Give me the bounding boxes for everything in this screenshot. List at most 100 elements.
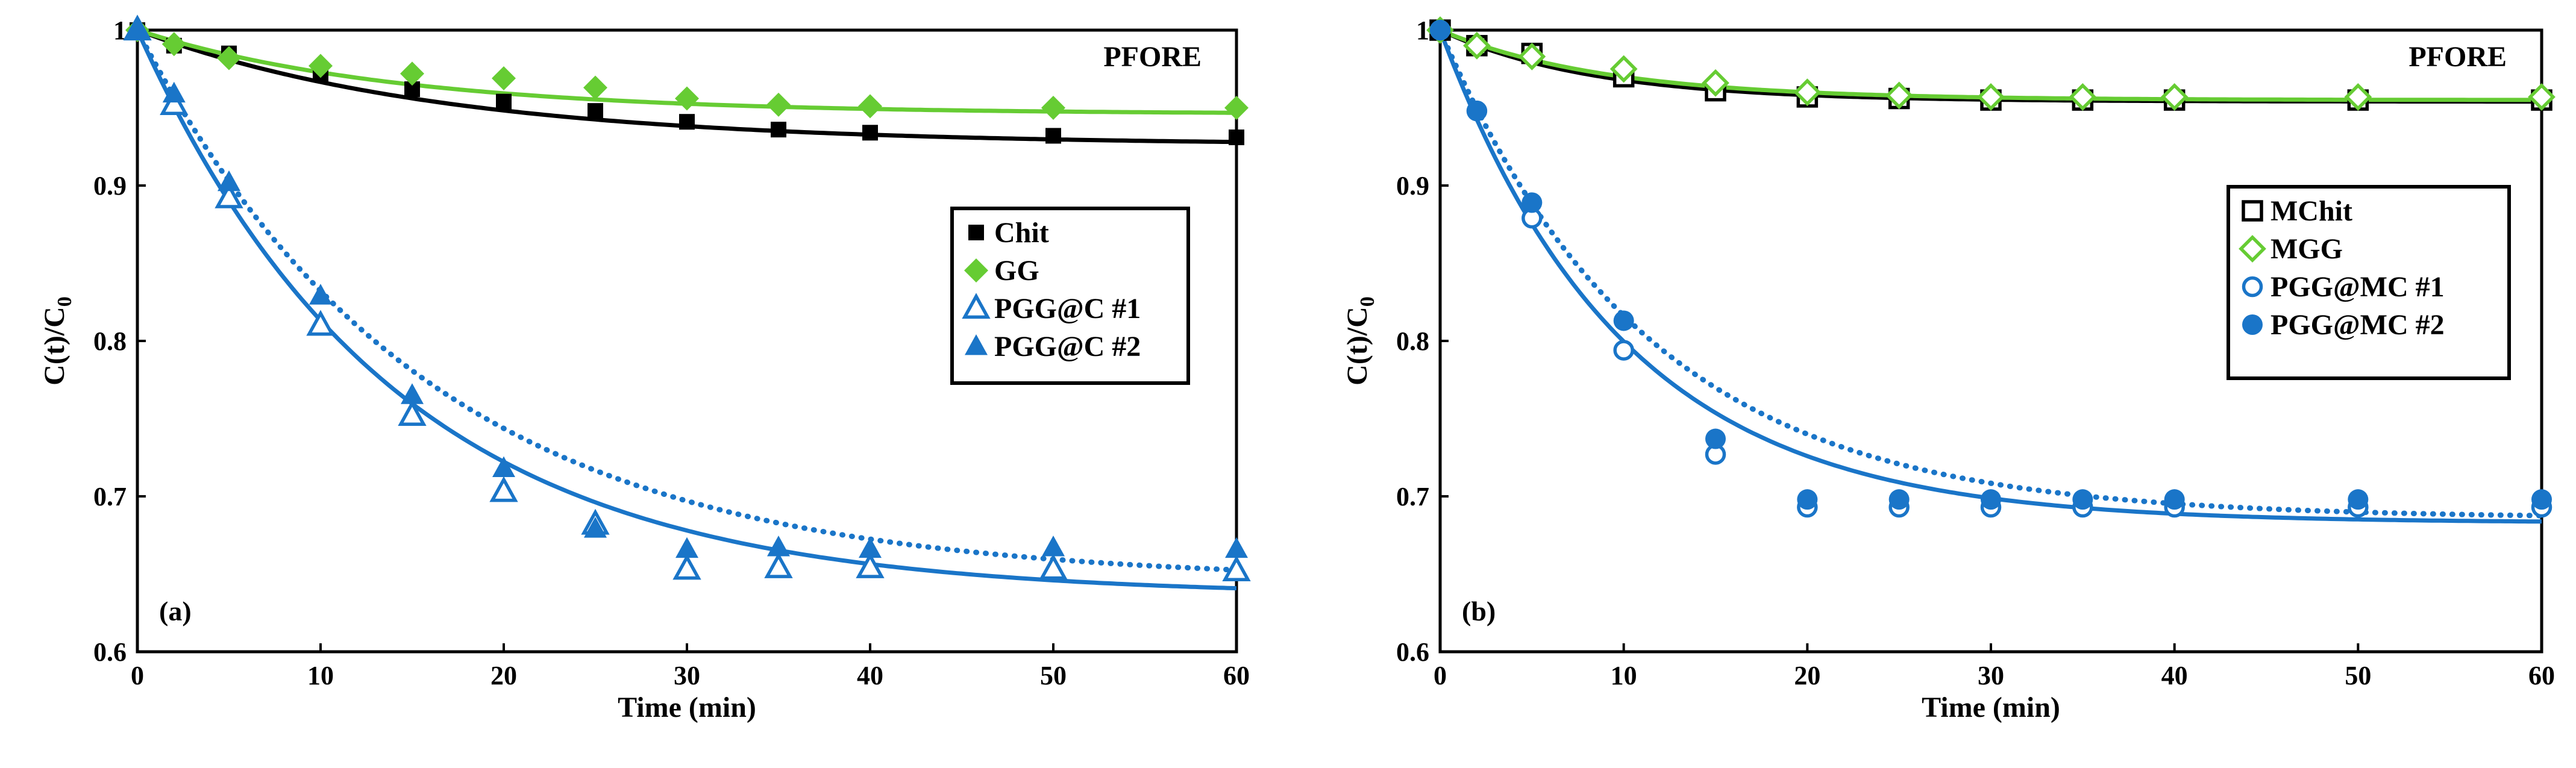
data-point-mgg-10 (2344, 83, 2372, 111)
data-point-pgg-mc-2-2 (1521, 192, 1543, 213)
data-point-pgg-c-1-5 (489, 476, 518, 502)
y-tick-label-3: 0.9 (1396, 171, 1429, 201)
data-point-gg-1 (161, 32, 186, 57)
data-point-pgg-mc-2-9 (2164, 489, 2185, 510)
x-tick-label-10: 10 (307, 661, 334, 690)
data-point-mgg-9 (2160, 83, 2189, 111)
legend-marker-gg (964, 258, 988, 283)
data-point-gg-4 (400, 61, 424, 86)
y-tick-label-4: 1 (113, 16, 127, 45)
data-point-mgg-8 (2069, 83, 2097, 111)
x-axis-title: Time (min) (618, 692, 756, 723)
x-tick-label-30: 30 (1978, 661, 2004, 690)
data-point-chit-10 (1045, 128, 1061, 144)
chart-panel-a: 0 10 20 30 40 50 60 0.6 0.7 0.8 0.9 1 Time (min) C(t)… (39, 14, 1251, 723)
y-tick-label-0: 0.6 (93, 637, 127, 667)
data-point-mgg-7 (1977, 83, 2005, 111)
legend-marker-mchit (2242, 200, 2263, 222)
legend-label-pgg-mc-2: PGG@MC #2 (2270, 309, 2445, 341)
x-tick-label-0: 0 (131, 661, 144, 690)
x-tick-label-40: 40 (2161, 661, 2188, 690)
legend-label-mchit: MChit (2270, 195, 2352, 227)
y-axis-title-main: C(t)/C (1341, 307, 1373, 386)
y-tick-label-1: 0.7 (93, 482, 127, 511)
x-tick-label-30: 30 (674, 661, 700, 690)
data-point-pgg-mc-2-11 (2531, 489, 2552, 510)
data-point-chit-9 (862, 125, 878, 141)
data-point-chit-7 (679, 114, 695, 130)
data-point-pgg-c-2-6 (584, 517, 607, 538)
y-tick-label-2: 0.8 (93, 326, 127, 356)
y-axis-title: C(t)/C0 (1341, 296, 1379, 386)
x-tick-label-0: 0 (1434, 661, 1447, 690)
data-point-pgg-c-2-5 (492, 456, 515, 477)
chart-title: PFORE (1103, 41, 1202, 73)
y-tick-label-3: 0.9 (93, 171, 127, 201)
series-pgg-c-2 (126, 18, 1248, 558)
legend-label-chit: Chit (994, 217, 1049, 249)
legend-label-pgg-c-2: PGG@C #2 (994, 331, 1141, 363)
x-tick-label-50: 50 (1040, 661, 1067, 690)
data-point-mgg-6 (1885, 81, 1913, 110)
data-point-gg-10 (1041, 96, 1065, 120)
data-point-pgg-c-2-4 (401, 383, 424, 404)
x-tick-label-60: 60 (2528, 661, 2555, 690)
legend-label-pgg-c-1: PGG@C #1 (994, 293, 1141, 325)
data-point-chit-6 (588, 103, 603, 119)
data-point-pgg-mc-1-3 (1613, 340, 1634, 361)
series-pgg-mc-2 (1430, 20, 2552, 510)
legend-label-mgg: MGG (2270, 233, 2343, 265)
legend-marker-mgg (2239, 235, 2266, 263)
data-point-chit-11 (1229, 130, 1244, 146)
data-point-chit-5 (496, 93, 512, 110)
data-point-pgg-c-2-11 (1225, 537, 1248, 558)
y-tick-label-1: 0.7 (1396, 482, 1429, 511)
data-point-pgg-c-1-4 (398, 400, 427, 426)
data-point-gg-6 (583, 75, 607, 100)
data-point-mgg-1 (1463, 31, 1491, 60)
x-axis-title: Time (min) (1922, 692, 2060, 723)
data-point-gg-8 (766, 92, 791, 117)
data-point-pgg-mc-2-10 (2348, 489, 2369, 510)
data-point-pgg-c-2-1 (162, 81, 186, 103)
data-point-mgg-2 (1518, 42, 1546, 70)
legend-box (2227, 185, 2511, 380)
chart-title: PFORE (2408, 41, 2507, 73)
legend-marker-pgg-mc-2 (2242, 314, 2263, 335)
data-point-pgg-c-2-10 (1042, 535, 1065, 557)
x-tick-label-20: 20 (490, 661, 517, 690)
data-point-mgg-3 (1609, 55, 1638, 83)
data-point-gg-9 (858, 94, 882, 119)
data-point-pgg-mc-2-5 (1797, 489, 1818, 510)
data-point-pgg-c-2-3 (309, 284, 332, 305)
data-point-pgg-c-1-8 (764, 552, 793, 578)
data-point-pgg-c-1-9 (856, 552, 885, 578)
y-axis-title-subscript: 0 (54, 296, 76, 307)
data-point-pgg-c-2-8 (767, 535, 790, 557)
data-point-pgg-mc-2-4 (1705, 428, 1726, 449)
y-tick-label-0: 0.6 (1396, 637, 1429, 667)
data-point-pgg-mc-2-7 (1981, 489, 2001, 510)
chart-panel-b: 0 10 20 30 40 50 60 0.6 0.7 0.8 0.9 1 Time (min) C(t)… (1341, 16, 2556, 723)
y-axis-title-subscript: 0 (1356, 296, 1379, 307)
legend-box (950, 207, 1190, 385)
x-tick-label-60: 60 (1223, 661, 1250, 690)
data-point-pgg-mc-2-0 (1430, 20, 1450, 40)
data-point-pgg-c-1-2 (215, 182, 243, 208)
data-point-pgg-mc-2-8 (2072, 489, 2093, 510)
y-tick-label-2: 0.8 (1396, 326, 1429, 356)
data-point-pgg-c-1-1 (160, 89, 189, 115)
data-point-pgg-c-2-2 (218, 170, 240, 192)
legend-label-pgg-mc-1: PGG@MC #1 (2270, 271, 2445, 303)
data-point-chit-8 (771, 122, 786, 138)
data-point-mgg-5 (1793, 78, 1822, 107)
legend-label-gg: GG (994, 255, 1039, 287)
data-point-pgg-c-1-7 (672, 554, 701, 580)
x-tick-label-10: 10 (1611, 661, 1637, 690)
x-tick-label-20: 20 (1794, 661, 1820, 690)
x-tick-label-40: 40 (857, 661, 883, 690)
y-axis-title-main: C(t)/C (39, 307, 71, 386)
data-point-gg-2 (217, 46, 241, 70)
legend-marker-pgg-c-2 (965, 334, 988, 355)
